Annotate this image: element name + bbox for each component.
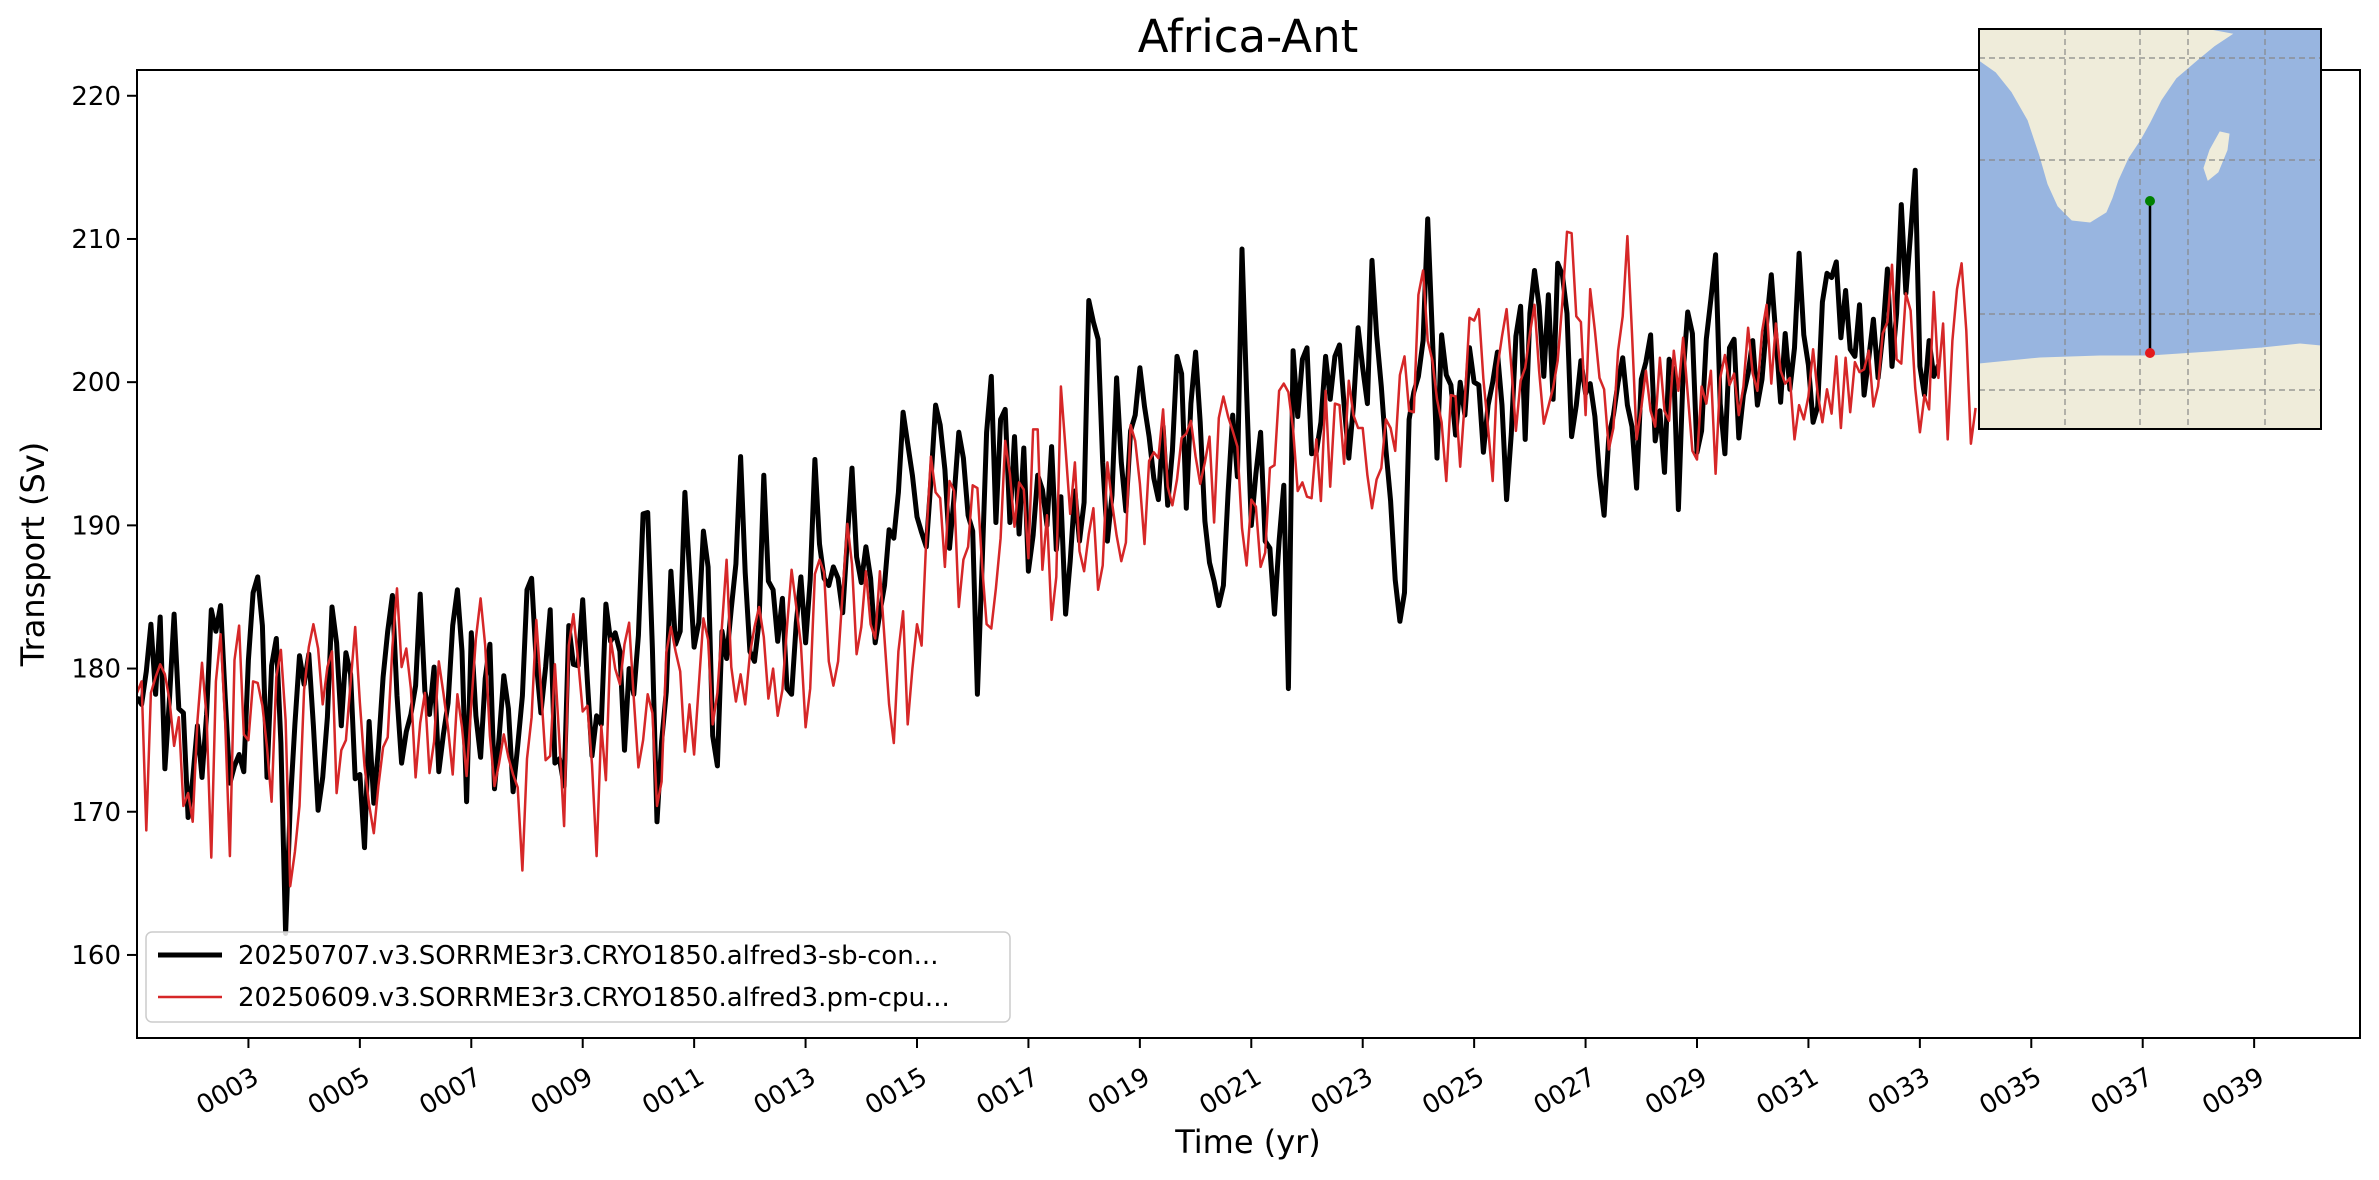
legend: 20250707.v3.SORRME3r3.CRYO1850.alfred3-s…	[145, 931, 1011, 1023]
y-tick-label: 180	[71, 655, 121, 685]
legend-label-red-series: 20250609.v3.SORRME3r3.CRYO1850.alfred3.p…	[238, 983, 950, 1013]
inset-land-africa	[1979, 29, 2234, 223]
plot-frame	[136, 69, 2361, 1039]
legend-label-black-series: 20250707.v3.SORRME3r3.CRYO1850.alfred3-s…	[238, 941, 938, 971]
series-line-red	[137, 230, 1977, 888]
inset-section-start-marker	[2145, 196, 2155, 206]
y-tick-label: 190	[71, 511, 121, 541]
y-tick-label: 220	[71, 82, 121, 112]
chart-title: Africa-Ant	[1138, 10, 1359, 63]
y-axis-label: Transport (Sv)	[14, 442, 52, 668]
y-tick-label: 210	[71, 225, 121, 255]
inset-section-end-marker	[2145, 348, 2155, 358]
y-axis: 160 170 180 190 200 210 220	[71, 82, 137, 971]
y-tick-label: 200	[71, 368, 121, 398]
inset-land-madagascar	[2203, 131, 2230, 181]
series-layer	[137, 167, 1977, 936]
inset-land-antarctica	[1979, 343, 2321, 429]
y-tick-label: 170	[71, 798, 121, 828]
inset-gridlines	[1979, 29, 2321, 429]
series-line-black	[137, 167, 1941, 936]
legend-box	[145, 931, 1011, 1023]
x-axis-label: Time (yr)	[1174, 1123, 1321, 1161]
y-tick-label: 160	[71, 941, 121, 971]
inset-map	[1978, 28, 2322, 430]
inset-frame	[1978, 28, 2322, 430]
